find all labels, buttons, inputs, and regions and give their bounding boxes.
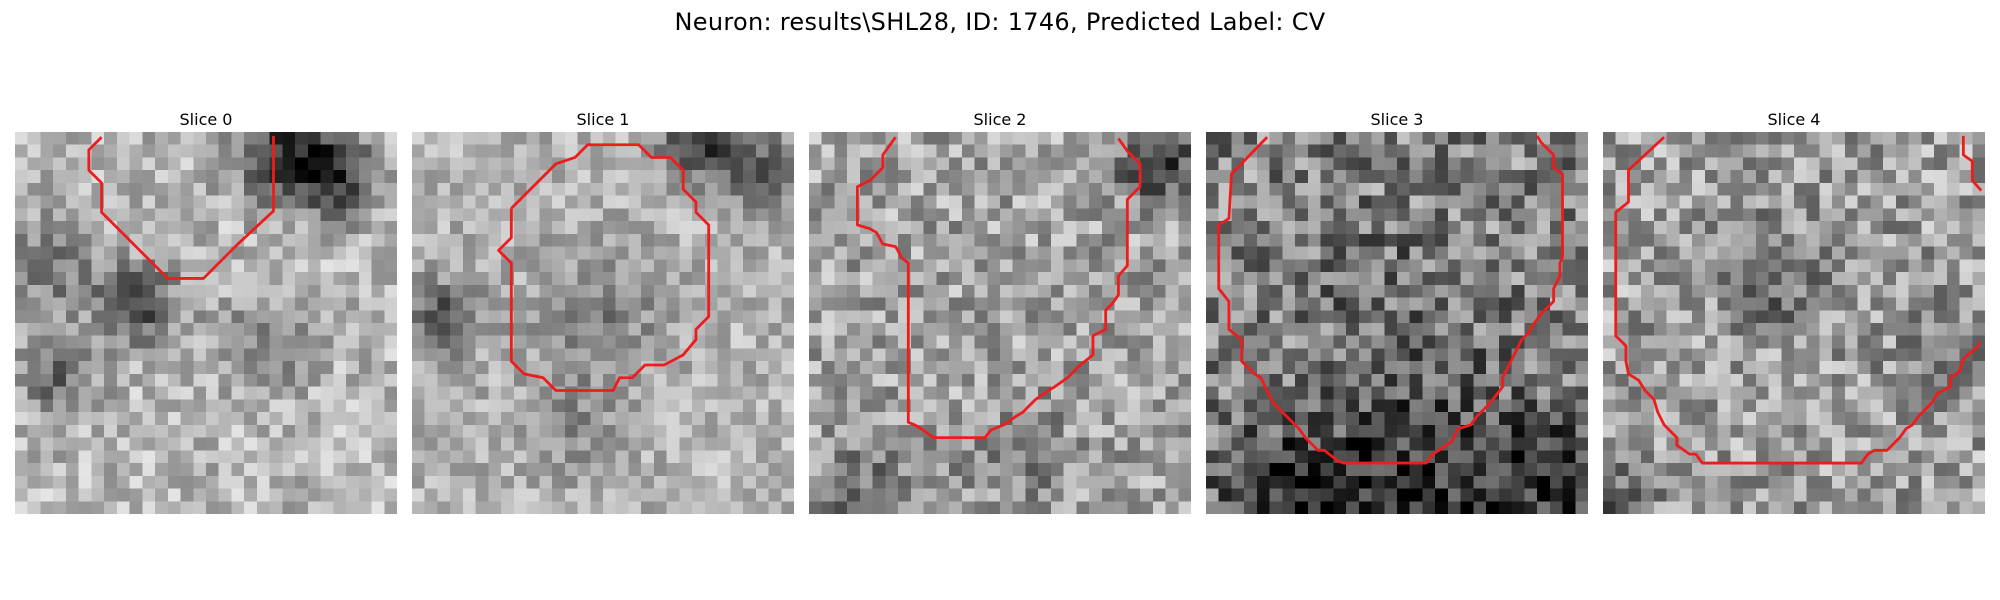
slice-title-4: Slice 4 [1767, 110, 1821, 129]
figure-title: Neuron: results\SHL28, ID: 1746, Predict… [674, 8, 1326, 36]
slice-title-0: Slice 0 [179, 110, 233, 129]
slice-0-contour-line [87, 135, 275, 280]
slice-0-grayscale-image [15, 132, 397, 514]
slice-4-contour-overlay [1614, 135, 1983, 465]
slice-title-2: Slice 2 [973, 110, 1027, 129]
slice-image-2 [809, 132, 1191, 514]
slice-4-grayscale-image [1603, 132, 1985, 514]
slice-panel-4: Slice 4 [1603, 108, 1985, 514]
slice-panel-2: Slice 2 [809, 108, 1191, 514]
slice-0-contour-overlay [87, 135, 275, 280]
slice-panel-3: Slice 3 [1206, 108, 1588, 514]
slice-title-3: Slice 3 [1370, 110, 1424, 129]
slice-3-contour-overlay [1217, 135, 1564, 465]
slice-3-contour-line [1217, 135, 1564, 465]
slice-image-4 [1603, 132, 1985, 514]
slice-panel-0: Slice 0 [15, 108, 397, 514]
slice-4-contour-line-top-right [1961, 135, 1983, 192]
slice-4-contour-line [1614, 136, 1982, 465]
slice-3-grayscale-image [1206, 132, 1588, 514]
slice-1-contour-overlay [497, 143, 711, 392]
slice-title-1: Slice 1 [576, 110, 630, 129]
slice-2-contour-overlay [855, 136, 1142, 440]
slice-2-grayscale-image [809, 132, 1191, 514]
slice-image-3 [1206, 132, 1588, 514]
slice-image-1 [412, 132, 794, 514]
slice-2-contour-line [855, 136, 1142, 440]
slice-1-contour-line [497, 143, 711, 392]
slice-panel-1: Slice 1 [412, 108, 794, 514]
slice-image-0 [15, 132, 397, 514]
slice-1-grayscale-image [412, 132, 794, 514]
